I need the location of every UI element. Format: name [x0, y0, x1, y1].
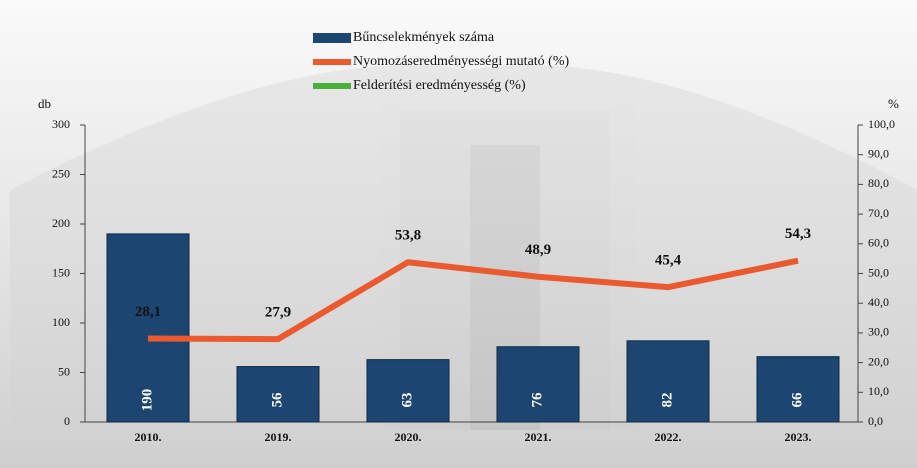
- line-value-label: 45,4: [655, 253, 682, 269]
- bar-value-label: 63: [399, 393, 415, 408]
- bar: [497, 347, 579, 422]
- y2-tick-label: 60,0: [868, 236, 889, 250]
- y-axis-label: db: [38, 96, 51, 111]
- chart: db % 0 50 100 150 200 250 300 0,0 10,0 20,0 30,0 40…: [0, 0, 917, 468]
- y2-tick-label: 80,0: [868, 176, 889, 190]
- y-tick-label: 50: [58, 364, 70, 378]
- y2-tick-label: 100,0: [868, 117, 895, 131]
- legend-label: Felderítési eredményesség (%): [353, 78, 526, 93]
- y2-tick-label: 20,0: [868, 354, 889, 368]
- bar-value-label: 190: [139, 389, 155, 412]
- y2-tick-label: 50,0: [868, 265, 889, 279]
- y2-tick-label: 10,0: [868, 384, 889, 398]
- legend-label: Bűncselekmények száma: [353, 30, 495, 45]
- x-tick-label: 2019.: [265, 430, 292, 444]
- line-value-label: 28,1: [135, 304, 161, 320]
- bar-value-label: 56: [269, 392, 285, 408]
- y2-tick-label: 40,0: [868, 295, 889, 309]
- y-tick-label: 100: [52, 315, 70, 329]
- y-tick-label: 300: [52, 117, 70, 131]
- x-tick-label: 2021.: [525, 430, 552, 444]
- line-value-label: 53,8: [395, 228, 421, 244]
- bar: [627, 341, 709, 422]
- x-tick-label: 2022.: [655, 430, 682, 444]
- y2-tick-label: 0,0: [868, 414, 883, 428]
- x-tick-label: 2010.: [135, 430, 162, 444]
- line-value-label: 27,9: [265, 305, 291, 321]
- bar-value-label: 82: [659, 393, 675, 408]
- bar-value-label: 76: [529, 392, 545, 408]
- x-tick-label: 2020.: [395, 430, 422, 444]
- x-tick-label: 2023.: [785, 430, 812, 444]
- y-tick-label: 0: [64, 414, 70, 428]
- y2-tick-label: 70,0: [868, 206, 889, 220]
- line-value-label: 48,9: [525, 242, 551, 258]
- y-tick-label: 150: [52, 265, 70, 279]
- y2-tick-label: 30,0: [868, 325, 889, 339]
- line-value-label: 54,3: [785, 226, 811, 242]
- legend-label: Nyomozáseredményességi mutató (%): [353, 54, 569, 69]
- y-tick-label: 200: [52, 216, 70, 230]
- bar: [757, 357, 839, 422]
- y-tick-label: 250: [52, 166, 70, 180]
- legend-swatch: [313, 33, 351, 43]
- bar: [367, 360, 449, 422]
- y2-axis-label: %: [888, 96, 899, 111]
- bar-value-label: 66: [789, 392, 805, 408]
- y2-tick-label: 90,0: [868, 146, 889, 160]
